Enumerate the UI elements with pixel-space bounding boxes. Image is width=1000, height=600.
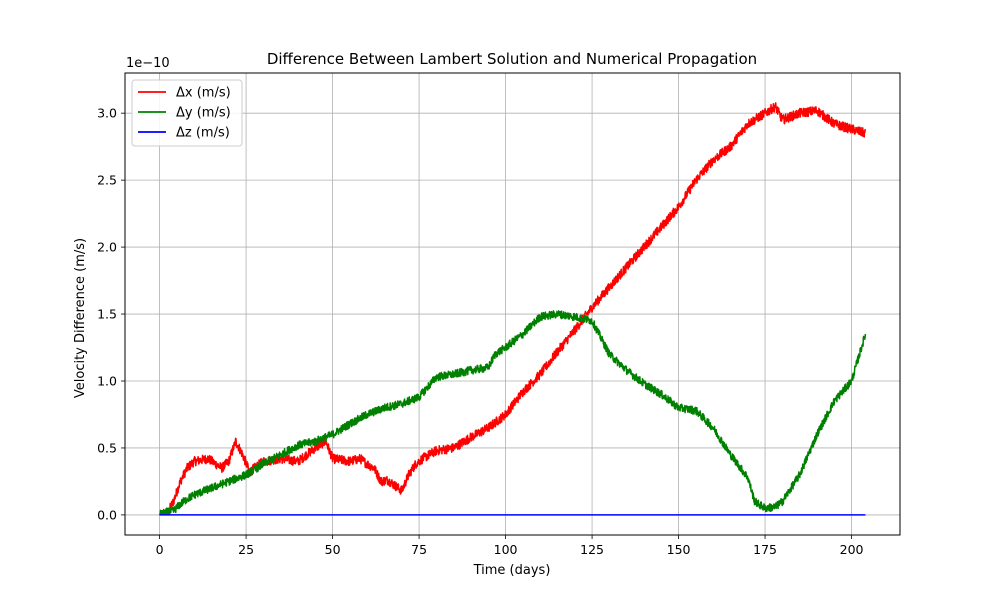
y-tick-label: 1.0 <box>97 374 117 389</box>
y-tick-label: 2.0 <box>97 240 117 255</box>
y-axis-label: Velocity Difference (m/s) <box>73 238 88 398</box>
y-tick-label: 0.5 <box>97 440 117 455</box>
x-tick-label: 125 <box>580 542 604 557</box>
x-tick-label: 25 <box>238 542 254 557</box>
plot-area <box>158 102 867 516</box>
legend-box <box>131 79 243 147</box>
x-tick-label: 100 <box>494 542 518 557</box>
ticks: 0 25 50 75 100 125 150 175 200 0.0 0.5 1.0 1.5 2.0 2.5… <box>97 106 863 557</box>
x-axis-label: Time (days) <box>473 563 551 578</box>
x-tick-label: 75 <box>411 542 427 557</box>
axes-frame <box>124 72 901 536</box>
legend-label: Δx (m/s) <box>176 86 231 101</box>
x-tick-label: 50 <box>325 542 341 557</box>
y-axis-offset-label: 1e−10 <box>126 56 170 71</box>
legend-label: Δz (m/s) <box>176 126 230 141</box>
x-tick-label: 200 <box>840 542 864 557</box>
y-tick-label: 2.5 <box>97 173 117 188</box>
chart-title: Difference Between Lambert Solution and … <box>267 50 757 68</box>
x-tick-label: 175 <box>753 542 777 557</box>
legend-label: Δy (m/s) <box>176 106 231 121</box>
y-tick-label: 0.0 <box>97 507 117 522</box>
y-tick-label: 3.0 <box>97 106 117 121</box>
series-line-2 <box>159 310 867 516</box>
x-tick-label: 150 <box>667 542 691 557</box>
y-tick-label: 1.5 <box>97 307 117 322</box>
legend: Δx (m/s) Δy (m/s) Δz (m/s) <box>131 79 243 147</box>
x-tick-label: 0 <box>156 542 164 557</box>
